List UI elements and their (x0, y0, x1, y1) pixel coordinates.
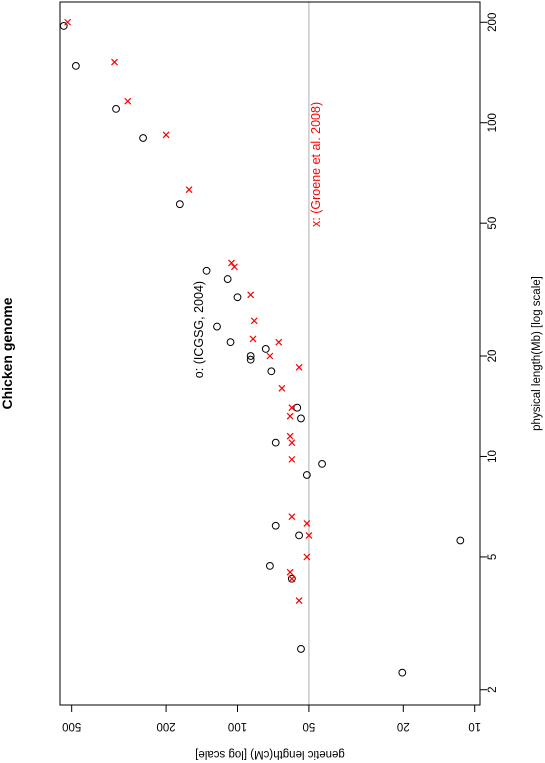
data-point-cross (64, 18, 72, 26)
data-point-cross (286, 568, 294, 576)
data-point-circle (202, 266, 211, 275)
plot-frame (59, 1, 481, 706)
data-point-circle (175, 200, 184, 209)
data-point-circle (295, 531, 303, 540)
data-point-cross (303, 520, 311, 527)
data-point-cross (162, 131, 170, 139)
data-point-circle (318, 459, 326, 468)
data-point-circle (226, 338, 235, 347)
y-tick-label: 100 (228, 720, 247, 732)
data-point-cross (295, 363, 303, 371)
x-tick-label: 5 (487, 554, 499, 560)
data-point-circle (271, 521, 280, 530)
data-point-circle (261, 345, 270, 353)
data-point-cross (288, 439, 296, 447)
y-tick-label: 50 (303, 720, 316, 732)
x-tick-label: 10 (487, 450, 499, 463)
y-tick-label: 200 (156, 720, 175, 732)
data-point-circle (297, 414, 305, 423)
data-point-circle (139, 134, 147, 142)
x-tick-label: 100 (487, 113, 499, 132)
data-point-circle (246, 355, 255, 364)
data-point-cross (228, 259, 235, 267)
data-point-circle (246, 352, 255, 360)
data-point-cross (185, 186, 193, 194)
data-point-cross (111, 58, 118, 66)
annotation-groene: x: (Groene et al. 2008) (309, 102, 323, 227)
data-point-circle (456, 536, 465, 545)
data-point-cross (286, 412, 294, 420)
chart-title: Chicken genome (0, 297, 15, 409)
y-tick-label: 500 (62, 720, 81, 732)
x-tick-label: 50 (487, 217, 499, 230)
data-point-cross (303, 553, 311, 561)
data-point-cross (288, 513, 296, 521)
points-layer (59, 18, 465, 677)
data-point-circle (293, 403, 302, 412)
data-point-circle (266, 561, 274, 570)
data-point-cross (249, 335, 257, 343)
data-point-circle (112, 105, 120, 113)
data-point-cross (250, 317, 258, 325)
data-point-cross (231, 263, 238, 271)
data-point-cross (278, 384, 286, 392)
x-tick-label: 2 (487, 687, 499, 693)
data-point-circle (267, 367, 276, 376)
data-point-cross (266, 352, 274, 360)
data-point-circle (71, 61, 80, 70)
y-axis-label: genetic length(cM) [log scale] (195, 748, 345, 760)
data-point-circle (213, 322, 221, 331)
x-axis-label: physical length(Mb) [log scale] (531, 276, 543, 431)
data-point-circle (233, 293, 242, 302)
data-point-circle (297, 645, 305, 653)
data-point-cross (247, 291, 255, 299)
y-tick-label: 20 (397, 720, 410, 732)
data-point-cross (295, 597, 303, 604)
data-point-circle (302, 471, 311, 479)
data-point-circle (271, 438, 280, 447)
annotation-icgsg: o: (ICGSG, 2004) (192, 281, 206, 378)
x-tick-label: 200 (487, 13, 499, 32)
data-point-cross (305, 531, 313, 539)
data-point-circle (398, 668, 407, 677)
data-point-cross (124, 97, 132, 105)
x-tick-label: 20 (487, 350, 499, 363)
data-point-cross (288, 575, 296, 583)
data-point-circle (287, 574, 296, 583)
y-tick-label: 10 (468, 720, 481, 732)
data-point-cross (275, 338, 283, 346)
data-point-cross (286, 432, 294, 440)
data-point-cross (288, 455, 296, 463)
axis-layer: 2 5 10 20 50 100 200 10 20 50 100 200 500 (62, 13, 499, 732)
data-point-circle (223, 275, 232, 283)
data-point-cross (288, 404, 296, 412)
